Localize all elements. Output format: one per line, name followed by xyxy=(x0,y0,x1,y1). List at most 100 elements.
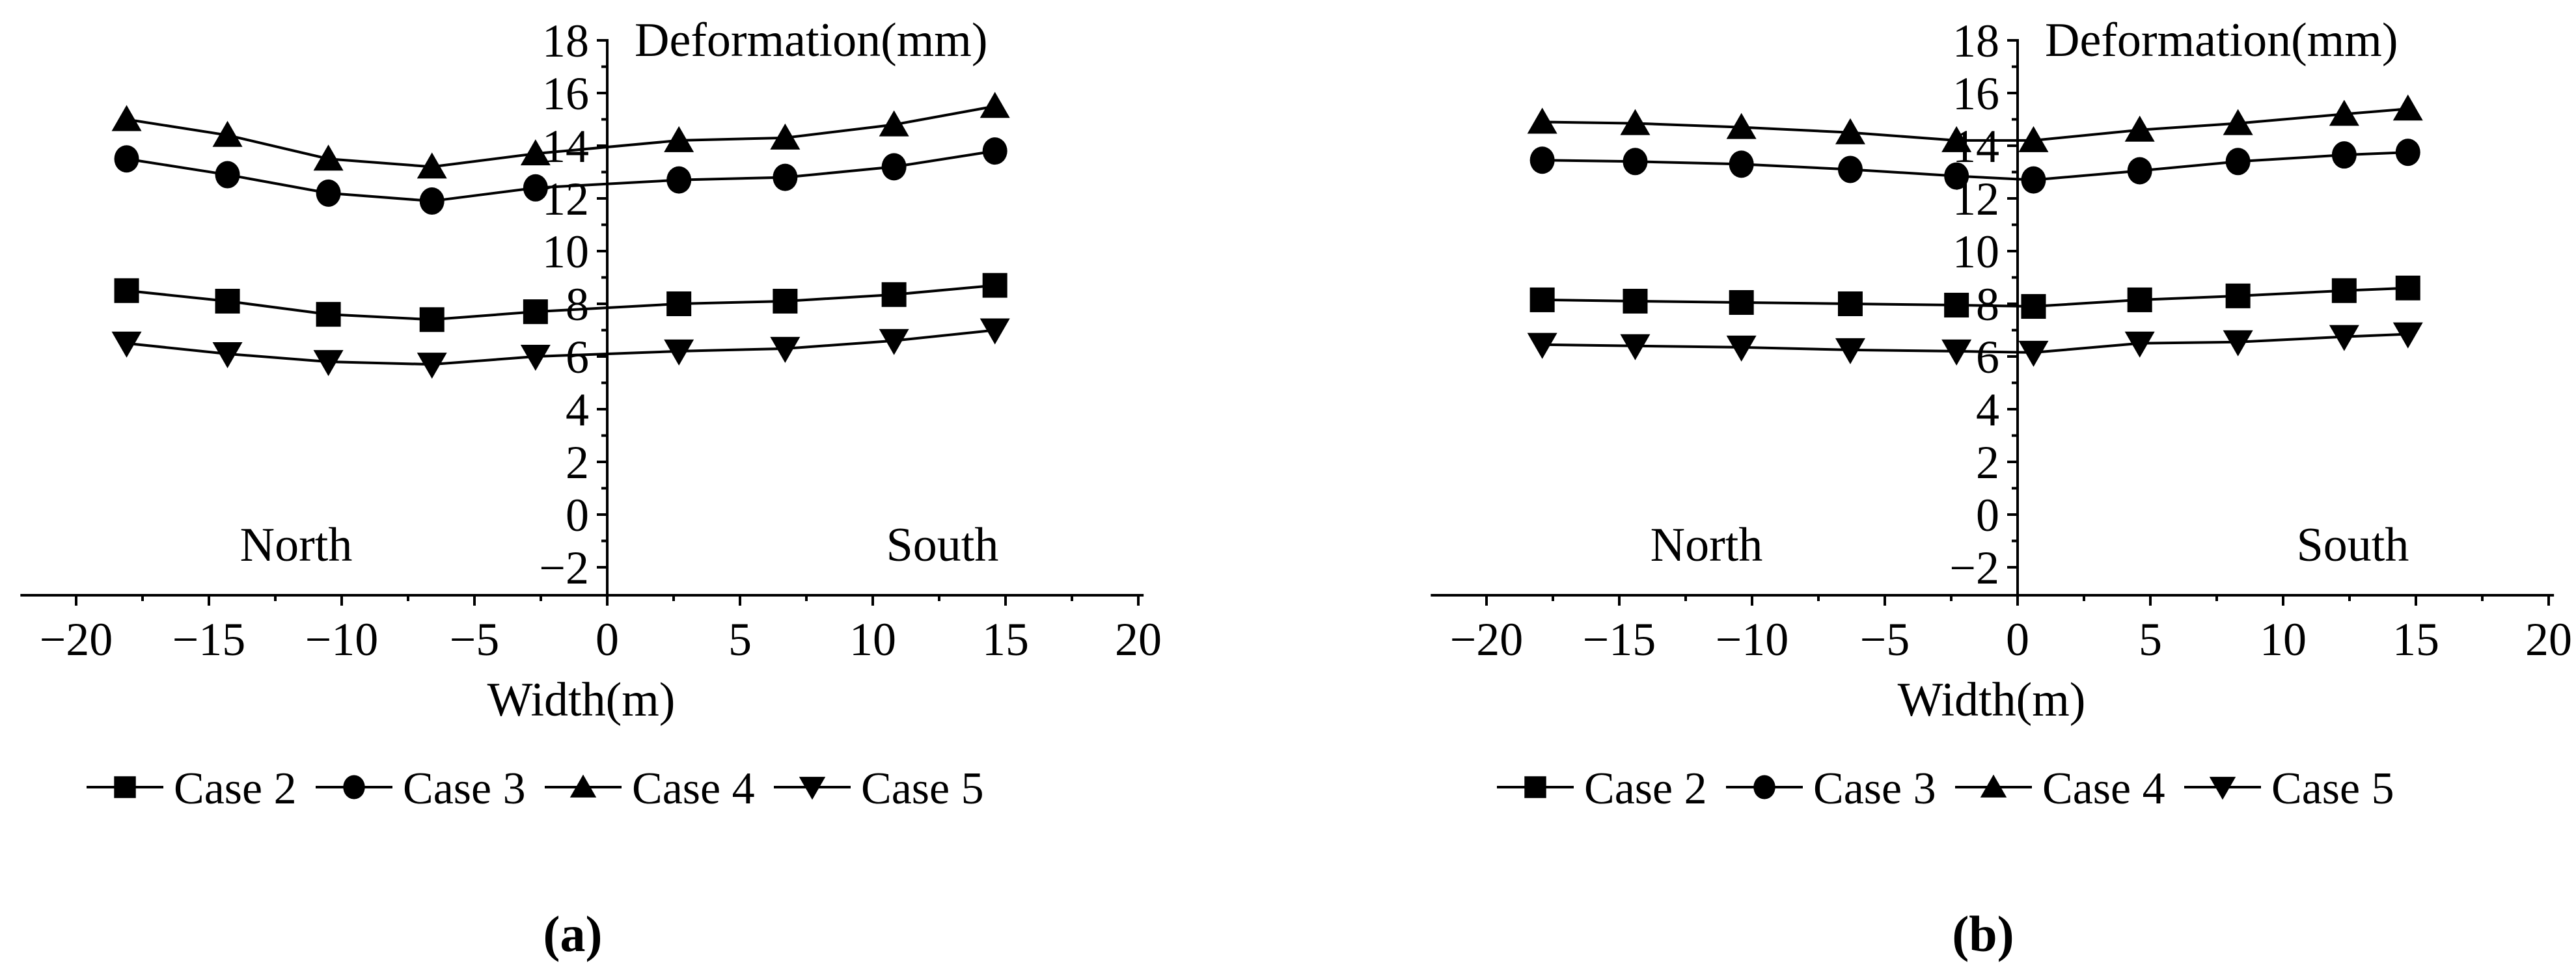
marker-triangle-down xyxy=(2329,325,2359,351)
marker-triangle-down xyxy=(2124,331,2155,358)
marker-triangle-down xyxy=(1835,338,1865,364)
marker-triangle-down xyxy=(313,350,344,377)
panel-caption: (a) xyxy=(543,906,603,962)
x-tick-label: 20 xyxy=(2525,613,2572,666)
y-tick-label: 14 xyxy=(542,120,589,172)
marker-square xyxy=(1837,291,1863,316)
series-line-case-4 xyxy=(1542,107,2408,142)
marker-square-legend xyxy=(114,776,136,798)
series-case-4 xyxy=(111,92,1010,179)
y-tick-label: 18 xyxy=(542,15,589,67)
marker-circle xyxy=(215,161,240,189)
marker-circle xyxy=(982,137,1007,165)
series-line-case-5 xyxy=(126,329,995,366)
x-axis-label: Width(m) xyxy=(1898,673,2086,727)
marker-circle xyxy=(2127,157,2152,185)
x-tick-label: −20 xyxy=(1450,613,1524,666)
series-case-2 xyxy=(1529,275,2420,319)
x-tick-label: 15 xyxy=(2392,613,2439,666)
legend-item-case-5: Case 5 xyxy=(2184,764,2394,814)
marker-triangle-down xyxy=(770,336,801,363)
y-tick-label: 8 xyxy=(566,278,589,330)
series-line-case-2 xyxy=(1542,286,2408,308)
marker-circle xyxy=(419,187,445,215)
marker-square xyxy=(114,278,139,303)
marker-square xyxy=(419,307,445,332)
marker-triangle-down-legend xyxy=(2209,777,2236,800)
marker-triangle-up xyxy=(2018,126,2049,152)
marker-triangle-down xyxy=(980,318,1010,345)
x-axis-label: Width(m) xyxy=(487,673,676,727)
marker-triangle-down xyxy=(2223,330,2253,356)
marker-square xyxy=(2127,287,2152,312)
legend-label: Case 4 xyxy=(2042,764,2165,814)
marker-triangle-up xyxy=(1726,113,1757,139)
y-tick-label: 0 xyxy=(1976,489,1999,541)
series-line-case-5 xyxy=(1542,332,2408,354)
marker-triangle-up xyxy=(664,126,694,152)
marker-triangle-up xyxy=(2392,94,2423,121)
x-tick-label: 0 xyxy=(596,613,619,666)
marker-circle xyxy=(773,163,798,191)
y-tick-label: 10 xyxy=(542,226,589,278)
legend-item-case-2: Case 2 xyxy=(1497,764,1707,814)
series-case-3 xyxy=(1529,139,2420,194)
marker-circle xyxy=(2225,148,2251,176)
marker-triangle-up xyxy=(1620,109,1651,135)
y-tick-label: 2 xyxy=(566,437,589,489)
marker-triangle-up xyxy=(770,123,801,150)
marker-triangle-up xyxy=(980,92,1010,118)
marker-triangle-up xyxy=(1941,126,1972,152)
marker-circle xyxy=(881,153,907,181)
panel-caption: (b) xyxy=(1952,906,2014,962)
marker-triangle-down xyxy=(879,329,909,355)
legend: Case 2 Case 3 Case 4 Case 5 xyxy=(87,764,984,814)
marker-triangle-down xyxy=(520,345,551,371)
y-tick-label: −2 xyxy=(1949,542,1999,594)
x-tick-label: −15 xyxy=(1583,613,1656,666)
marker-triangle-up-legend xyxy=(1980,774,2007,798)
marker-triangle-up xyxy=(520,139,551,166)
marker-triangle-down xyxy=(664,339,694,366)
marker-triangle-up xyxy=(879,110,909,137)
marker-circle xyxy=(1529,146,1555,174)
marker-circle xyxy=(1729,150,1754,178)
y-tick-label: 12 xyxy=(542,173,589,225)
marker-triangle-up-legend xyxy=(569,774,597,798)
marker-square xyxy=(982,273,1007,298)
marker-circle-legend xyxy=(343,775,365,800)
marker-triangle-up xyxy=(2124,115,2155,142)
x-tick-label: −5 xyxy=(450,613,500,666)
marker-square xyxy=(666,291,692,316)
legend-item-case-4: Case 4 xyxy=(545,764,755,814)
y-tick-label: 4 xyxy=(566,384,589,436)
marker-square xyxy=(881,282,907,307)
marker-square xyxy=(1529,287,1555,312)
marker-triangle-down xyxy=(1620,334,1651,360)
y-tick-label: 16 xyxy=(1953,68,1999,120)
series-case-4 xyxy=(1527,94,2423,152)
legend-label: Case 2 xyxy=(174,764,297,814)
marker-triangle-down xyxy=(1726,335,1757,362)
legend-label: Case 5 xyxy=(2271,764,2394,814)
marker-triangle-up xyxy=(212,120,243,147)
marker-triangle-up xyxy=(1835,118,1865,144)
y-tick-label: 2 xyxy=(1976,437,1999,489)
x-tick-label: 10 xyxy=(2260,613,2307,666)
marker-circle-legend xyxy=(1753,775,1775,800)
series-line-case-2 xyxy=(126,284,995,321)
series-case-5 xyxy=(111,318,1010,379)
legend-item-case-5: Case 5 xyxy=(774,764,984,814)
marker-triangle-up xyxy=(417,152,447,179)
x-tick-label: −5 xyxy=(1860,613,1910,666)
x-tick-label: 10 xyxy=(849,613,896,666)
y-tick-label: 16 xyxy=(542,68,589,120)
marker-circle xyxy=(2395,139,2420,167)
marker-square xyxy=(2395,275,2420,301)
marker-square-legend xyxy=(1524,776,1546,798)
